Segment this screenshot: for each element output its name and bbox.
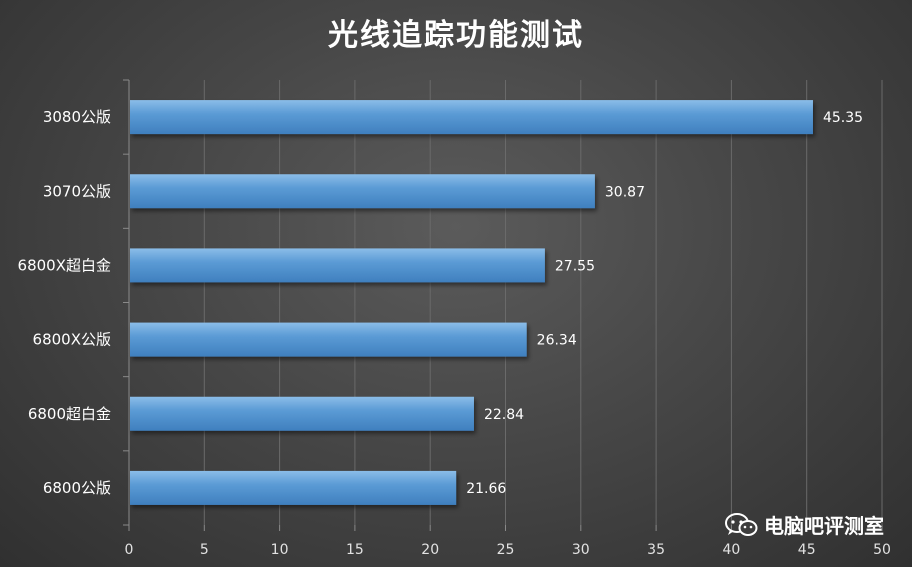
x-tick-label: 40 [722, 542, 740, 558]
category-label: 3080公版 [43, 108, 111, 126]
gridlines [203, 80, 883, 525]
x-tick-label: 0 [125, 542, 134, 558]
category-label: 6800X超白金 [18, 256, 111, 274]
category-label: 6800超白金 [28, 405, 111, 423]
x-tick-label: 45 [798, 542, 816, 558]
labels: 0 5 10 15 20 25 30 35 40 45 50 3080公版 45.35 3070公版 30.… [18, 108, 891, 558]
data-label: 30.87 [605, 184, 645, 200]
data-label: 22.84 [484, 407, 524, 423]
x-tick-label: 20 [421, 542, 439, 558]
bar [130, 100, 813, 135]
category-label: 3070公版 [43, 182, 111, 200]
x-tick-label: 5 [200, 542, 209, 558]
bar [130, 322, 527, 357]
x-tick-label: 35 [647, 542, 665, 558]
data-label: 27.55 [555, 258, 595, 274]
wechat-icon [725, 512, 758, 536]
data-label: 26.34 [537, 333, 577, 349]
bar [130, 174, 595, 209]
data-label: 45.35 [823, 110, 863, 126]
data-label: 21.66 [466, 481, 506, 497]
bars [130, 100, 813, 505]
chart-title: 光线追踪功能测试 [328, 18, 584, 53]
watermark-text: 电脑吧评测室 [764, 514, 884, 538]
bar [130, 248, 545, 283]
watermark: 电脑吧评测室 [724, 510, 884, 539]
x-tick-label: 15 [346, 542, 364, 558]
category-label: 6800公版 [43, 479, 111, 497]
bar [130, 470, 457, 505]
x-tick-label: 10 [271, 542, 289, 558]
bar [130, 396, 474, 431]
x-tick-label: 30 [572, 542, 590, 558]
x-tick-label: 25 [497, 542, 515, 558]
axes [123, 79, 883, 531]
category-label: 6800X公版 [33, 331, 111, 349]
x-tick-label: 50 [873, 542, 891, 558]
